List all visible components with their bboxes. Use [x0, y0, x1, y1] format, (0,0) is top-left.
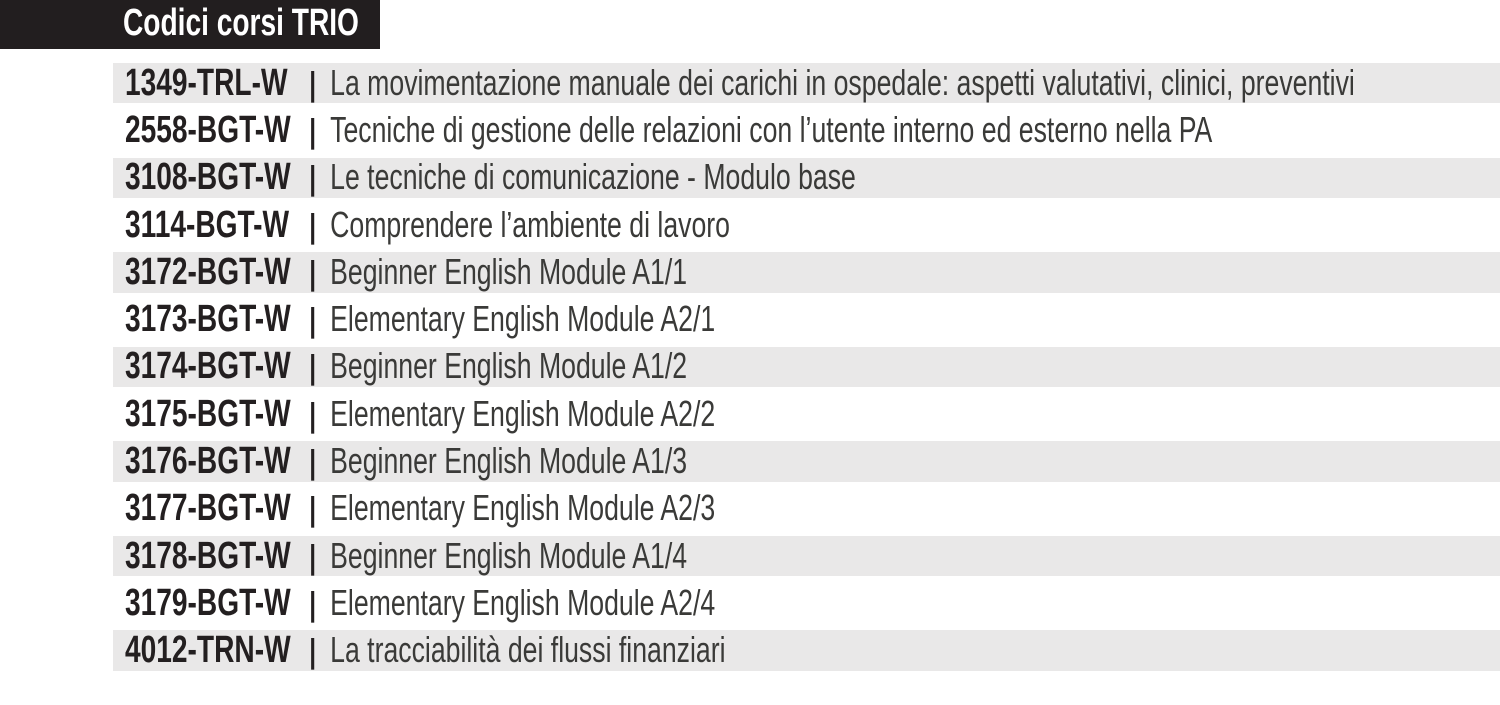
course-code: 3174-BGT-W	[125, 345, 291, 388]
course-code: 3172-BGT-W	[125, 250, 291, 293]
course-line: 3179-BGT-W | Elementary English Module A…	[125, 582, 715, 625]
course-title: Comprendere l’ambiente di lavoro	[330, 203, 730, 245]
pipe-separator: |	[309, 490, 317, 528]
course-code: 3179-BGT-W	[125, 581, 291, 624]
course-row: 3179-BGT-W | Elementary English Module A…	[113, 582, 1500, 625]
course-line: 1349-TRL-W | La movimentazione manuale d…	[125, 62, 1355, 105]
course-row: 3172-BGT-W | Beginner English Module A1/…	[113, 251, 1500, 294]
pipe-separator: |	[309, 206, 317, 244]
header-bar: Codici corsi TRIO	[0, 0, 380, 49]
course-title: Tecniche di gestione delle relazioni con…	[330, 109, 1213, 151]
course-row: 1349-TRL-W | La movimentazione manuale d…	[113, 62, 1500, 105]
course-code: 3178-BGT-W	[125, 534, 291, 577]
course-line: 3174-BGT-W | Beginner English Module A1/…	[125, 345, 687, 388]
course-code: 3175-BGT-W	[125, 392, 291, 435]
page-title: Codici corsi TRIO	[123, 1, 359, 44]
course-row: 3176-BGT-W | Beginner English Module A1/…	[113, 440, 1500, 483]
course-title: Elementary English Module A2/1	[330, 298, 716, 340]
course-line: 2558-BGT-W | Tecniche di gestione delle …	[125, 109, 1212, 152]
course-line: 3108-BGT-W | Le tecniche di comunicazion…	[125, 156, 856, 199]
course-list: 1349-TRL-W | La movimentazione manuale d…	[0, 60, 1500, 675]
course-row: 3174-BGT-W | Beginner English Module A1/…	[113, 345, 1500, 388]
course-line: 3177-BGT-W | Elementary English Module A…	[125, 487, 715, 530]
course-row: 3173-BGT-W | Elementary English Module A…	[113, 298, 1500, 341]
course-title: Beginner English Module A1/4	[330, 534, 688, 576]
course-code: 3114-BGT-W	[125, 203, 290, 246]
course-line: 3178-BGT-W | Beginner English Module A1/…	[125, 535, 687, 578]
pipe-separator: |	[309, 301, 317, 339]
course-row: 4012-TRN-W | La tracciabilità dei flussi…	[113, 629, 1500, 672]
course-code: 3173-BGT-W	[125, 298, 291, 341]
course-title: Beginner English Module A1/2	[330, 345, 688, 387]
course-line: 3175-BGT-W | Elementary English Module A…	[125, 393, 715, 436]
course-title: La tracciabilità dei flussi finanziari	[330, 629, 726, 671]
course-row: 3175-BGT-W | Elementary English Module A…	[113, 393, 1500, 436]
pipe-separator: |	[309, 442, 317, 480]
course-code: 1349-TRL-W	[125, 61, 288, 104]
pipe-separator: |	[309, 253, 317, 291]
course-title: Elementary English Module A2/3	[330, 487, 716, 529]
course-line: 3176-BGT-W | Beginner English Module A1/…	[125, 440, 687, 483]
pipe-separator: |	[309, 348, 317, 386]
course-row: 2558-BGT-W | Tecniche di gestione delle …	[113, 109, 1500, 152]
course-code: 4012-TRN-W	[125, 629, 291, 672]
pipe-separator: |	[309, 159, 317, 197]
course-title: Elementary English Module A2/2	[330, 392, 716, 434]
course-row: 3108-BGT-W | Le tecniche di comunicazion…	[113, 156, 1500, 199]
course-line: 3114-BGT-W | Comprendere l’ambiente di l…	[125, 204, 730, 247]
course-title: Elementary English Module A2/4	[330, 581, 716, 623]
course-code: 3108-BGT-W	[125, 156, 291, 199]
pipe-separator: |	[309, 395, 317, 433]
pipe-separator: |	[309, 112, 317, 150]
course-row: 3178-BGT-W | Beginner English Module A1/…	[113, 535, 1500, 578]
course-title: La movimentazione manuale dei carichi in…	[330, 61, 1355, 103]
course-row: 3114-BGT-W | Comprendere l’ambiente di l…	[113, 204, 1500, 247]
course-title: Le tecniche di comunicazione - Modulo ba…	[330, 156, 856, 198]
course-title: Beginner English Module A1/1	[330, 250, 688, 292]
course-row: 3177-BGT-W | Elementary English Module A…	[113, 487, 1500, 530]
pipe-separator: |	[309, 584, 317, 622]
pipe-separator: |	[309, 632, 317, 670]
course-line: 3173-BGT-W | Elementary English Module A…	[125, 298, 715, 341]
course-line: 4012-TRN-W | La tracciabilità dei flussi…	[125, 629, 726, 672]
course-title: Beginner English Module A1/3	[330, 439, 688, 481]
course-code: 2558-BGT-W	[125, 109, 291, 152]
pipe-separator: |	[309, 64, 317, 102]
pipe-separator: |	[309, 537, 317, 575]
course-code: 3176-BGT-W	[125, 439, 291, 482]
course-code: 3177-BGT-W	[125, 487, 291, 530]
course-line: 3172-BGT-W | Beginner English Module A1/…	[125, 251, 687, 294]
